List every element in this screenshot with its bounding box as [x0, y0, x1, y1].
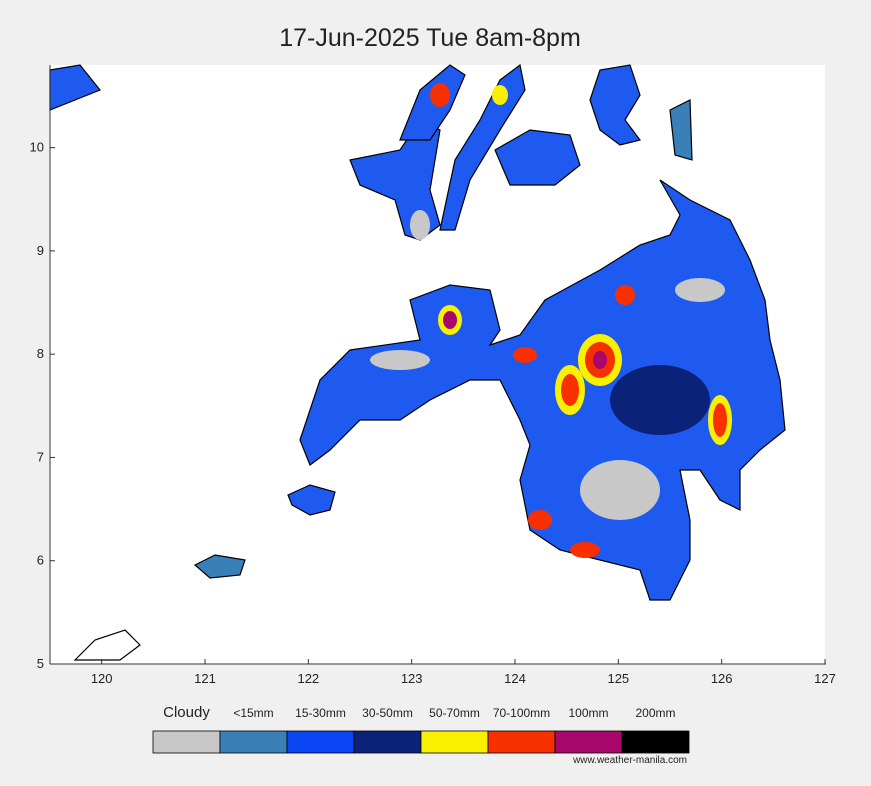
legend-swatch [554, 730, 623, 754]
leyte [589, 64, 642, 146]
y-tick-label: 8 [37, 346, 44, 361]
legend-swatch [152, 730, 221, 754]
ticks: 120 121 122 123 124 125 126 127 5 6 7 8 9 10 [30, 140, 836, 686]
tawi [73, 629, 141, 661]
rain-patches [370, 83, 732, 558]
x-tick-label: 124 [504, 671, 526, 686]
legend-label: 200mm [635, 706, 675, 720]
cloudy-patch [580, 460, 660, 520]
legend-label: <15mm [233, 706, 273, 720]
rain-core [615, 285, 635, 305]
legend-label: 50-70mm [429, 706, 480, 720]
rain-core [443, 311, 457, 329]
y-tick-label: 6 [37, 553, 44, 568]
legend-swatch [487, 730, 556, 754]
x-tick-label: 123 [401, 671, 423, 686]
x-tick-label: 126 [711, 671, 733, 686]
legend-swatch [286, 730, 355, 754]
map-title: 17-Jun-2025 Tue 8am-8pm [279, 24, 581, 52]
x-tick-label: 121 [194, 671, 216, 686]
x-tick-label: 120 [91, 671, 113, 686]
legend-label: 30-50mm [362, 706, 413, 720]
legend-swatch [621, 730, 690, 754]
legend-label: 100mm [568, 706, 608, 720]
y-tick-label: 5 [37, 656, 44, 671]
y-tick-label: 7 [37, 449, 44, 464]
rain-core [593, 351, 607, 369]
x-tick-label: 127 [814, 671, 836, 686]
rain-core [570, 542, 600, 558]
x-tick-label: 125 [607, 671, 629, 686]
land [49, 63, 786, 661]
mindanao [299, 179, 786, 601]
samar-south [669, 99, 693, 161]
cebu [439, 63, 526, 231]
heavy-patch [610, 365, 710, 435]
bohol [494, 129, 581, 186]
rain-core [528, 510, 552, 530]
cloudy-patch [370, 350, 430, 370]
legend-swatch [420, 730, 489, 754]
cloudy-patch [410, 210, 430, 240]
cloudy-patch [675, 278, 725, 302]
y-tick-label: 9 [37, 243, 44, 258]
legend-swatch [219, 730, 288, 754]
rain-core [430, 83, 450, 107]
rain-core [713, 403, 727, 437]
rain-core [513, 347, 537, 363]
legend-swatch [353, 730, 422, 754]
legend-label: 70-100mm [493, 706, 550, 720]
legend-label: 15-30mm [295, 706, 346, 720]
rain-core [561, 374, 579, 406]
credit: www.weather-manila.com [572, 755, 687, 766]
basilan [287, 484, 336, 516]
x-tick-label: 122 [297, 671, 319, 686]
rain-core [492, 85, 508, 105]
legend: Cloudy <15mm 15-30mm 30-50mm 50-70mm 70-100mm… [152, 704, 690, 754]
y-tick-label: 10 [30, 140, 44, 155]
sulu [193, 554, 246, 579]
legend-label: Cloudy [163, 704, 210, 721]
